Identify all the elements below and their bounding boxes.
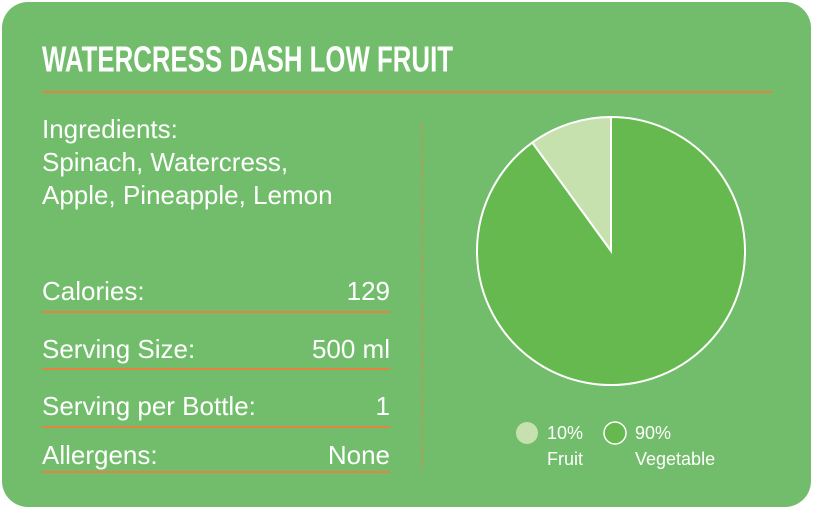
fact-label: Allergens: <box>42 440 158 470</box>
ingredients-label: Ingredients: <box>42 114 178 144</box>
fact-value: 129 <box>347 276 390 306</box>
legend-value: 90% <box>635 423 671 443</box>
legend-label: Vegetable <box>635 449 715 469</box>
fact-value: 500 ml <box>312 334 390 364</box>
pie-slice <box>476 115 746 386</box>
fact-value: 1 <box>376 391 390 421</box>
ingredients-line: Apple, Pineapple, Lemon <box>42 180 333 210</box>
legend-swatch <box>516 422 538 444</box>
fact-label: Serving Size: <box>42 334 195 364</box>
fact-label: Calories: <box>42 276 145 306</box>
legend-label: Fruit <box>547 449 583 469</box>
legend-value: 10% <box>547 423 583 443</box>
legend-swatch <box>603 421 627 445</box>
pie-slice <box>530 115 612 255</box>
fact-label: Serving per Bottle: <box>42 391 256 421</box>
title: WATERCRESS DASH LOW FRUIT <box>42 39 453 80</box>
fact-value: None <box>328 440 390 470</box>
ingredients-line: Spinach, Watercress, <box>42 147 288 177</box>
